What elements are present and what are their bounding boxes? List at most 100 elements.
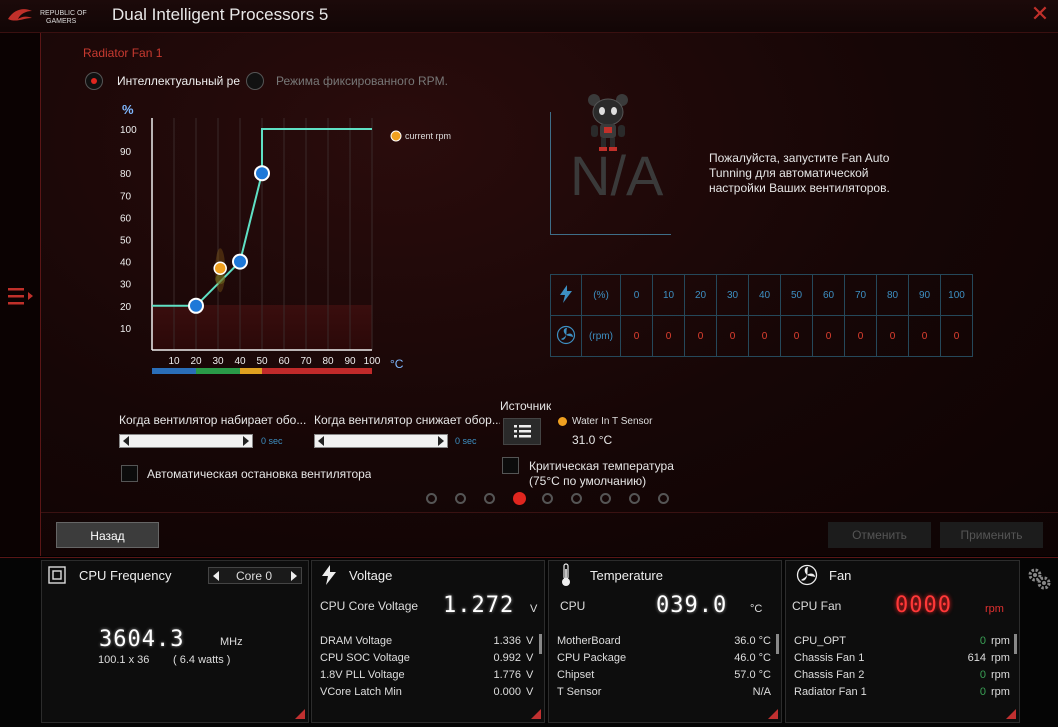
side-rail <box>0 33 41 556</box>
monitor-row-value: 1.776 <box>493 669 521 681</box>
monitor-row-label: 1.8V PLL Voltage <box>320 669 405 681</box>
rpm-cell: 0 <box>684 315 717 357</box>
monitor-row-value: 1.336 <box>493 635 521 647</box>
page-dot[interactable] <box>629 493 640 504</box>
temp-band <box>196 368 240 374</box>
spin-up-value: 0 sec <box>261 436 283 446</box>
pct-cell: 100 <box>940 274 973 316</box>
page-dot[interactable] <box>426 493 437 504</box>
y-tick-label: 50 <box>120 236 132 247</box>
auto-stop-checkbox[interactable] <box>121 465 138 482</box>
arrow-right-icon[interactable] <box>438 436 444 446</box>
arrow-left-icon[interactable] <box>213 571 219 581</box>
spin-down-slider[interactable] <box>314 434 448 448</box>
table-row-percent: (%) 0 10 20 30 40 50 60 70 80 90 100 <box>550 274 973 316</box>
expand-corner-icon[interactable] <box>1006 709 1016 719</box>
y-unit-label: % <box>122 102 134 117</box>
y-tick-label: 30 <box>120 280 132 291</box>
page-dot[interactable] <box>542 493 553 504</box>
core-select[interactable]: Core 0 <box>208 567 302 584</box>
fixed-rpm-radio[interactable] <box>246 72 264 90</box>
monitor-row-unit: V <box>526 669 534 681</box>
critical-temp-checkbox[interactable] <box>502 457 519 474</box>
rog-logo: REPUBLIC OF GAMERS <box>8 9 87 25</box>
robot-mascot-icon <box>588 94 628 151</box>
x-tick-labels: 10 20 30 40 50 60 70 80 90 100 <box>168 356 380 367</box>
cpu-temp-unit: °C <box>750 603 763 615</box>
bolt-cell <box>550 274 582 316</box>
arrow-right-icon[interactable] <box>291 571 297 581</box>
monitor-row-unit: V <box>526 652 534 664</box>
fan-curve-chart[interactable]: % °C 10 20 30 40 50 60 70 80 90 100 10 20 30 40 50 60 7… <box>100 100 480 385</box>
voltage-scrollbar[interactable] <box>539 634 542 654</box>
expand-corner-icon[interactable] <box>531 709 541 719</box>
page-dot[interactable] <box>571 493 582 504</box>
monitor-row-value: 0 <box>979 686 986 698</box>
smart-mode-radio[interactable] <box>85 72 103 90</box>
pct-cell: 80 <box>876 274 909 316</box>
monitor-row-value: 0.000 <box>493 686 521 698</box>
monitor-row-value: 0.992 <box>493 652 521 664</box>
rpm-cell: 0 <box>940 315 973 357</box>
x-tick-label: 50 <box>256 356 268 367</box>
current-rpm-point <box>213 261 227 275</box>
pct-cell: 40 <box>748 274 781 316</box>
logo-text-1: REPUBLIC OF <box>40 10 87 17</box>
page-dot[interactable] <box>455 493 466 504</box>
pct-cell: 90 <box>908 274 941 316</box>
current-rpm-shadow <box>215 274 226 285</box>
close-icon[interactable]: ✕ <box>1030 1 1050 26</box>
temperature-scrollbar[interactable] <box>776 634 779 654</box>
y-tick-label: 100 <box>120 125 137 136</box>
y-tick-label: 10 <box>120 324 132 335</box>
expand-corner-icon[interactable] <box>768 709 778 719</box>
monitor-row-label: T Sensor <box>557 686 602 698</box>
y-tick-label: 20 <box>120 302 132 313</box>
spin-up-label: Когда вентилятор набирает обо... <box>119 413 307 427</box>
arrow-left-icon[interactable] <box>318 436 324 446</box>
source-list-button[interactable] <box>503 418 541 445</box>
x-tick-label: 100 <box>364 356 381 367</box>
arrow-right-icon[interactable] <box>243 436 249 446</box>
bolt-icon <box>322 565 336 585</box>
curve-control-point[interactable] <box>188 297 204 314</box>
page-dot[interactable] <box>513 492 526 505</box>
x-tick-label: 10 <box>168 356 180 367</box>
legend-label: current rpm <box>405 131 451 141</box>
x-tick-label: 30 <box>212 356 224 367</box>
rpm-cell: 0 <box>876 315 909 357</box>
curve-control-point[interactable] <box>232 253 248 270</box>
page-dot[interactable] <box>600 493 611 504</box>
monitor-row-value: 614 <box>967 652 986 664</box>
page-dot[interactable] <box>484 493 495 504</box>
critical-temp-label: Критическая температура <box>529 459 674 473</box>
source-sensor: Water In T Sensor <box>572 416 653 427</box>
cpu-fan-value: 0000 <box>895 593 952 618</box>
fan-scrollbar[interactable] <box>1014 634 1017 654</box>
monitor-row-label: Chipset <box>557 669 595 681</box>
y-tick-label: 40 <box>120 258 132 269</box>
page-dot[interactable] <box>658 493 669 504</box>
temp-band <box>152 368 196 374</box>
percent-unit: (%) <box>581 274 621 316</box>
monitor-row-label: VCore Latch Min <box>320 686 402 698</box>
current-rpm-marker <box>213 248 227 293</box>
apply-button[interactable]: Применить <box>940 522 1043 548</box>
monitor-row-unit: V <box>526 686 534 698</box>
monitor-row-label: Chassis Fan 1 <box>794 652 865 664</box>
curve-control-point[interactable] <box>254 165 270 182</box>
fan-panel <box>785 560 1020 723</box>
settings-gear-icon[interactable] <box>1026 566 1052 592</box>
cancel-button[interactable]: Отменить <box>828 522 931 548</box>
cpu-frequency-panel <box>41 560 309 723</box>
expand-corner-icon[interactable] <box>295 709 305 719</box>
menu-icon[interactable] <box>6 285 34 307</box>
monitor-row-unit: rpm <box>991 669 1010 681</box>
fan-rpm-table: (%) 0 10 20 30 40 50 60 70 80 90 100 (rp… <box>550 274 973 357</box>
monitor-row-value: 46.0 °C <box>734 652 771 664</box>
spin-up-slider[interactable] <box>119 434 253 448</box>
back-button[interactable]: Назад <box>56 522 159 548</box>
arrow-left-icon[interactable] <box>123 436 129 446</box>
pct-cell: 50 <box>780 274 813 316</box>
cpu-frequency-unit: MHz <box>220 636 243 648</box>
